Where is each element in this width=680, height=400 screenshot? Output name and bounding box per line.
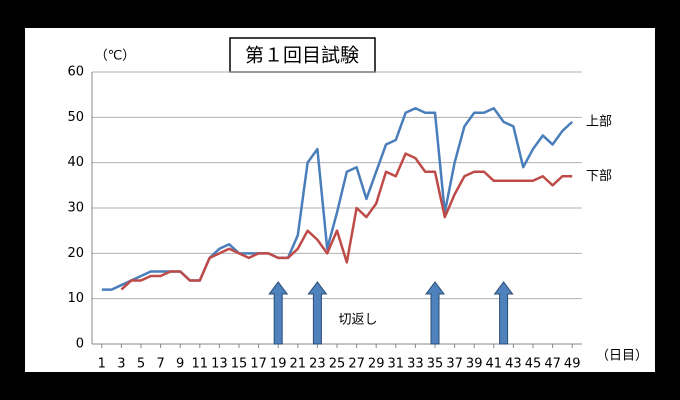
x-tick-label: 13 [211, 357, 228, 372]
x-tick-label: 31 [388, 357, 405, 372]
annotation-text: 切返し [338, 313, 377, 328]
x-tick-label: 45 [525, 357, 542, 372]
x-tick-label: 29 [368, 357, 385, 372]
x-tick-label: 23 [309, 357, 326, 372]
y-tick-label: 40 [67, 155, 84, 170]
x-tick-label: 17 [250, 357, 267, 372]
x-tick-label: 41 [486, 357, 503, 372]
x-axis-label: （日目） [596, 349, 648, 364]
annotation-arrow [268, 281, 289, 345]
x-tick-label: 11 [192, 357, 209, 372]
y-axis-label: （℃） [95, 49, 136, 64]
series-label: 下部 [586, 169, 612, 184]
y-tick-label: 50 [67, 110, 84, 125]
x-tick-label: 27 [348, 357, 365, 372]
x-tick-label: 33 [407, 357, 424, 372]
x-tick-label: 39 [466, 357, 483, 372]
x-tick-label: 37 [446, 357, 463, 372]
x-tick-label: 47 [544, 357, 561, 372]
x-tick-label: 5 [137, 357, 145, 372]
annotation-arrow [307, 281, 328, 345]
x-tick-label: 1 [98, 357, 106, 372]
x-tick-label: 9 [176, 357, 184, 372]
x-tick-label: 35 [427, 357, 444, 372]
annotation-arrow [425, 281, 445, 345]
y-tick-label: 60 [67, 65, 84, 80]
chart-title: 第１回目試験 [245, 45, 359, 67]
annotation-arrow [493, 281, 514, 345]
x-tick-label: 43 [505, 357, 522, 372]
x-tick-label: 3 [117, 357, 125, 372]
y-tick-label: 10 [67, 291, 84, 306]
x-tick-label: 15 [231, 357, 248, 372]
series-line [120, 152, 573, 291]
y-tick-label: 30 [67, 201, 84, 216]
x-tick-label: 7 [156, 357, 164, 372]
x-tick-label: 19 [270, 357, 287, 372]
y-tick-label: 0 [76, 337, 84, 352]
x-tick-label: 49 [564, 357, 581, 372]
x-tick-label: 25 [329, 357, 346, 372]
series-label: 上部 [586, 114, 612, 129]
x-tick-label: 21 [290, 357, 307, 372]
y-tick-label: 20 [67, 246, 84, 261]
